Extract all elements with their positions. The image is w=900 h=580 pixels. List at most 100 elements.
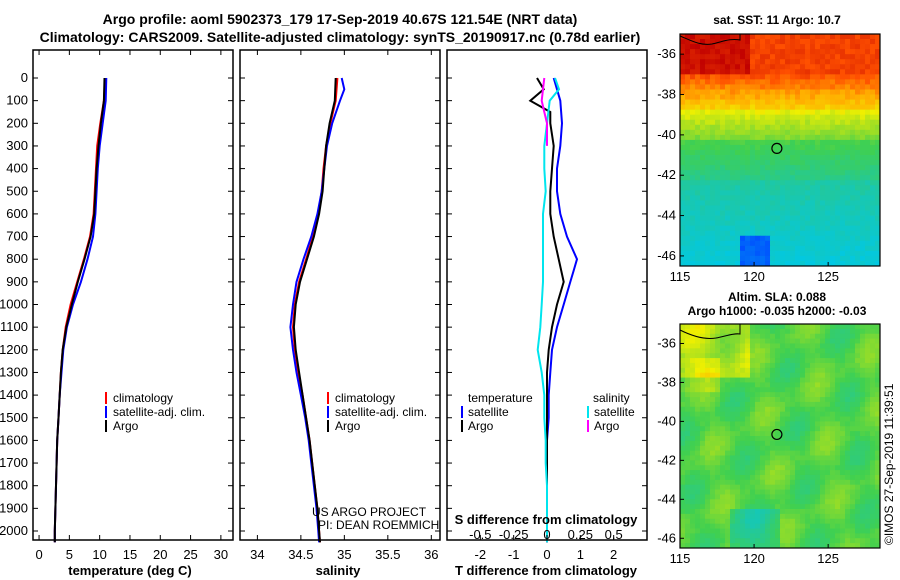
- heatmap-cell: [745, 518, 751, 525]
- heatmap-cell: [790, 109, 796, 116]
- heatmap-cell: [795, 358, 801, 364]
- heatmap-cell: [745, 79, 751, 85]
- heatmap-cell: [800, 79, 806, 85]
- heatmap-cell: [790, 421, 796, 427]
- heatmap-cell: [785, 109, 791, 116]
- heatmap-cell: [690, 450, 696, 456]
- heatmap-cell: [830, 215, 836, 222]
- heatmap-cell: [715, 543, 721, 549]
- heatmap-cell: [870, 436, 876, 442]
- heatmap-cell: [850, 474, 856, 481]
- heatmap-cell: [820, 109, 826, 116]
- heatmap-cell: [750, 255, 756, 262]
- heatmap-cell: [695, 240, 701, 247]
- heatmap-cell: [765, 39, 771, 45]
- heatmap-cell: [690, 124, 696, 131]
- heatmap-cell: [845, 460, 851, 466]
- heatmap-cell: [800, 119, 806, 126]
- heatmap-cell: [870, 104, 876, 111]
- heatmap-cell: [680, 494, 686, 500]
- heatmap-cell: [730, 392, 736, 398]
- heatmap-cell: [820, 129, 826, 136]
- heatmap-cell: [680, 69, 686, 75]
- heatmap-cell: [745, 104, 751, 111]
- heatmap-cell: [825, 523, 831, 529]
- heatmap-cell: [750, 195, 756, 201]
- heatmap-cell: [695, 144, 701, 151]
- heatmap-cell: [680, 150, 686, 156]
- heatmap-cell: [795, 538, 801, 544]
- heatmap-cell: [775, 504, 781, 510]
- heatmap-cell: [810, 74, 816, 80]
- heatmap-cell: [780, 533, 786, 539]
- heatmap-cell: [860, 436, 866, 442]
- heatmap-cell: [775, 114, 781, 121]
- heatmap-cell: [830, 134, 836, 141]
- depth-tick-label: 2000: [0, 523, 28, 538]
- heatmap-cell: [735, 64, 741, 70]
- heatmap-cell: [700, 436, 706, 442]
- heatmap-cell: [735, 538, 741, 544]
- heatmap-cell: [715, 170, 721, 176]
- heatmap-cell: [850, 343, 856, 349]
- heatmap-cell: [710, 489, 716, 495]
- heatmap-cell: [765, 195, 771, 201]
- heatmap-cell: [680, 411, 686, 417]
- heatmap-cell: [755, 328, 761, 335]
- heatmap-cell: [750, 338, 756, 344]
- heatmap-cell: [695, 99, 701, 106]
- heatmap-cell: [795, 215, 801, 222]
- heatmap-cell: [745, 215, 751, 222]
- heatmap-cell: [740, 210, 746, 216]
- heatmap-cell: [800, 185, 806, 191]
- heatmap-cell: [690, 215, 696, 222]
- heatmap-cell: [750, 190, 756, 196]
- heatmap-cell: [715, 200, 721, 206]
- heatmap-cell: [755, 543, 761, 549]
- heatmap-cell: [840, 426, 846, 432]
- heatmap-cell: [740, 220, 746, 227]
- sla-map-title: Altim. SLA: 0.088: [728, 290, 826, 304]
- heatmap-cell: [775, 392, 781, 398]
- heatmap-cell: [785, 440, 791, 447]
- heatmap-cell: [815, 460, 821, 466]
- heatmap-cell: [785, 504, 791, 510]
- heatmap-cell: [760, 175, 766, 181]
- heatmap-cell: [855, 245, 861, 252]
- heatmap-cell: [710, 230, 716, 237]
- heatmap-cell: [750, 220, 756, 227]
- heatmap-cell: [820, 401, 826, 408]
- heatmap-cell: [730, 109, 736, 116]
- heatmap-cell: [850, 333, 856, 340]
- heatmap-cell: [845, 165, 851, 171]
- heatmap-cell: [720, 129, 726, 136]
- heatmap-cell: [725, 489, 731, 495]
- heatmap-cell: [855, 392, 861, 398]
- heatmap-cell: [755, 84, 761, 90]
- heatmap-cell: [850, 225, 856, 232]
- heatmap-cell: [795, 450, 801, 456]
- heatmap-cell: [710, 358, 716, 364]
- map-x-tick-label: 115: [670, 551, 691, 566]
- heatmap-cell: [860, 144, 866, 151]
- heatmap-cell: [815, 134, 821, 141]
- heatmap-cell: [785, 401, 791, 408]
- heatmap-cell: [725, 440, 731, 447]
- heatmap-cell: [720, 155, 726, 161]
- heatmap-cell: [780, 89, 786, 95]
- heatmap-cell: [845, 34, 851, 40]
- heatmap-cell: [755, 260, 761, 267]
- heatmap-cell: [725, 94, 731, 100]
- heatmap-cell: [875, 421, 881, 427]
- heatmap-cell: [695, 470, 701, 476]
- heatmap-cell: [755, 470, 761, 476]
- heatmap-cell: [815, 367, 821, 374]
- heatmap-cell: [855, 411, 861, 417]
- heatmap-cell: [775, 494, 781, 500]
- heatmap-cell: [850, 215, 856, 222]
- heatmap-cell: [800, 89, 806, 95]
- heatmap-cell: [820, 518, 826, 525]
- heatmap-cell: [850, 54, 856, 60]
- heatmap-cell: [785, 470, 791, 476]
- heatmap-cell: [750, 440, 756, 447]
